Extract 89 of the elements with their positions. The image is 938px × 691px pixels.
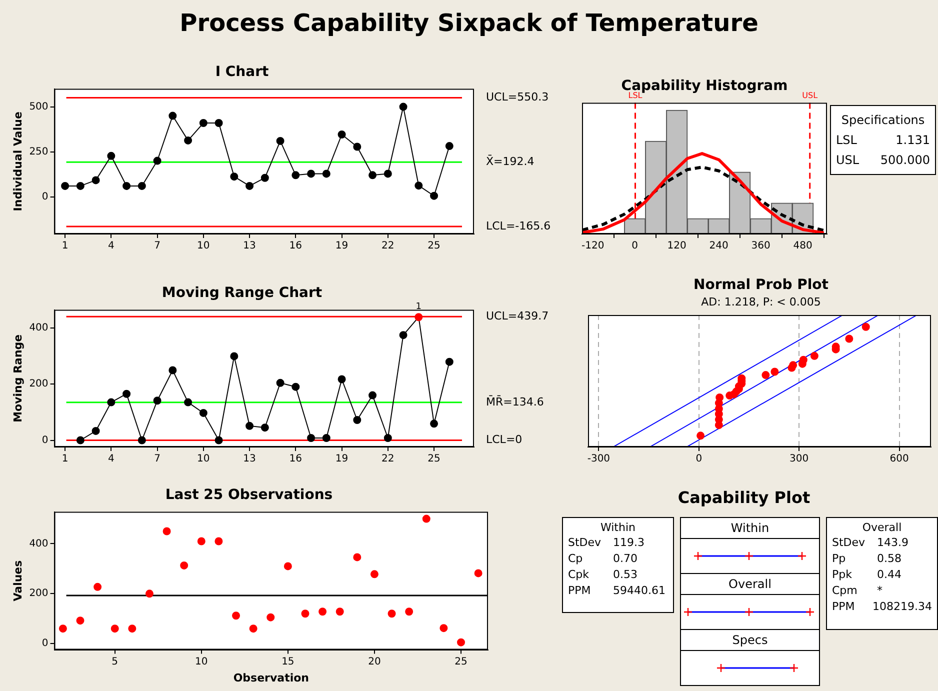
y-tick-label: 200 (29, 588, 48, 600)
y-tick-label: 400 (29, 538, 48, 550)
x-tick-label: 360 (751, 240, 770, 252)
x-tick-label: 15 (282, 656, 294, 668)
text: Ppk (832, 567, 853, 583)
x-tick-label: 120 (667, 240, 686, 252)
x-tick-label: 4 (108, 454, 114, 465)
text: * (877, 583, 882, 599)
x-tick-label: 4 (108, 240, 114, 252)
text: Process Capability Sixpack of Temperature (178, 8, 760, 39)
x-tick-label: 13 (243, 454, 256, 465)
text: Overall (680, 573, 820, 595)
x-tick-label: 240 (709, 240, 728, 252)
x-tick-label: 480 (793, 240, 812, 252)
x-tick-label: 19 (335, 454, 348, 465)
x-tick-label: 25 (454, 656, 468, 668)
y-tick-label: 0 (42, 638, 48, 650)
text: 0.44 (877, 567, 902, 583)
text: 500.000 (880, 152, 930, 169)
y-tick-label: 400 (29, 322, 48, 334)
y-axis-title: Moving Range (11, 334, 24, 422)
x-tick-label: 25 (428, 240, 440, 252)
text: 1.131 (896, 132, 930, 149)
x-tick-label: -120 (582, 240, 604, 252)
ref-line-label: X̄=192.4 (486, 154, 534, 168)
x-axis-title: Observation (233, 671, 309, 684)
text: Capability Plot (676, 487, 812, 509)
text: Within (599, 520, 636, 535)
y-tick-label: 500 (29, 101, 48, 112)
y-tick-label: 250 (29, 146, 48, 158)
text: 0.53 (613, 567, 638, 583)
x-tick-label: 7 (154, 240, 160, 252)
text: Specs (680, 629, 820, 651)
ref-line-label: LCL=0 (486, 433, 522, 446)
chart-subtitle: AD: 1.218, P: < 0.005 (701, 295, 821, 308)
x-tick-label: 22 (382, 454, 394, 465)
text: 143.9 (877, 535, 908, 551)
text: PPM (832, 599, 856, 615)
x-tick-label: -300 (587, 454, 610, 465)
x-tick-label: 5 (112, 656, 118, 668)
text: USL (836, 152, 860, 169)
x-tick-label: 10 (197, 240, 210, 252)
x-tick-label: 20 (368, 656, 381, 668)
ref-line-label: M̄R̄=134.6 (486, 394, 544, 408)
y-axis-title: Individual Value (11, 112, 24, 212)
chart-title: Normal Prob Plot (694, 277, 829, 294)
text: Within (680, 517, 820, 539)
text: 0.70 (613, 551, 638, 567)
text: Specifications (840, 112, 926, 129)
x-tick-label: 13 (243, 240, 256, 252)
x-tick-label: 0 (632, 240, 638, 252)
x-tick-label: 1 (62, 240, 68, 252)
x-tick-label: 16 (289, 240, 302, 252)
y-tick-label: 200 (29, 378, 48, 390)
chart-title: Moving Range Chart (162, 285, 322, 302)
chart-title: I Chart (215, 64, 269, 80)
x-tick-label: 7 (154, 454, 160, 465)
text: Overall (861, 520, 903, 535)
text: 59440.61 (613, 583, 666, 599)
chart-title: Last 25 Observations (165, 487, 333, 504)
x-tick-label: 22 (382, 240, 394, 252)
ref-line-label: UCL=439.7 (486, 309, 549, 322)
text: Cp (568, 551, 584, 567)
x-tick-label: 10 (197, 454, 210, 465)
text: Cpk (568, 567, 590, 583)
y-tick-label: 0 (42, 191, 48, 202)
text: LSL (836, 132, 857, 149)
text: 0.58 (877, 551, 902, 567)
y-tick-label: 0 (42, 434, 48, 446)
text: Pp (832, 551, 847, 567)
x-tick-label: 25 (428, 454, 440, 465)
text: StDev (568, 535, 602, 551)
text: StDev (832, 535, 866, 551)
text: 119.3 (613, 535, 644, 551)
x-tick-label: 10 (195, 656, 208, 668)
text: PPM (568, 583, 592, 599)
y-axis-title: Values (11, 560, 24, 602)
x-tick-label: 16 (289, 454, 302, 465)
x-tick-label: 1 (62, 454, 68, 465)
ref-line-label: LCL=-165.6 (486, 219, 551, 232)
x-tick-label: 0 (696, 454, 702, 465)
ref-line-label: USL (802, 90, 818, 100)
x-tick-label: 19 (335, 240, 348, 252)
x-tick-label: 300 (790, 454, 809, 465)
annotation: 1 (416, 302, 422, 312)
x-tick-label: 600 (890, 454, 909, 465)
ref-line-label: UCL=550.3 (486, 90, 549, 104)
text: 108219.34 (872, 599, 932, 615)
text: Cpm (832, 583, 858, 599)
